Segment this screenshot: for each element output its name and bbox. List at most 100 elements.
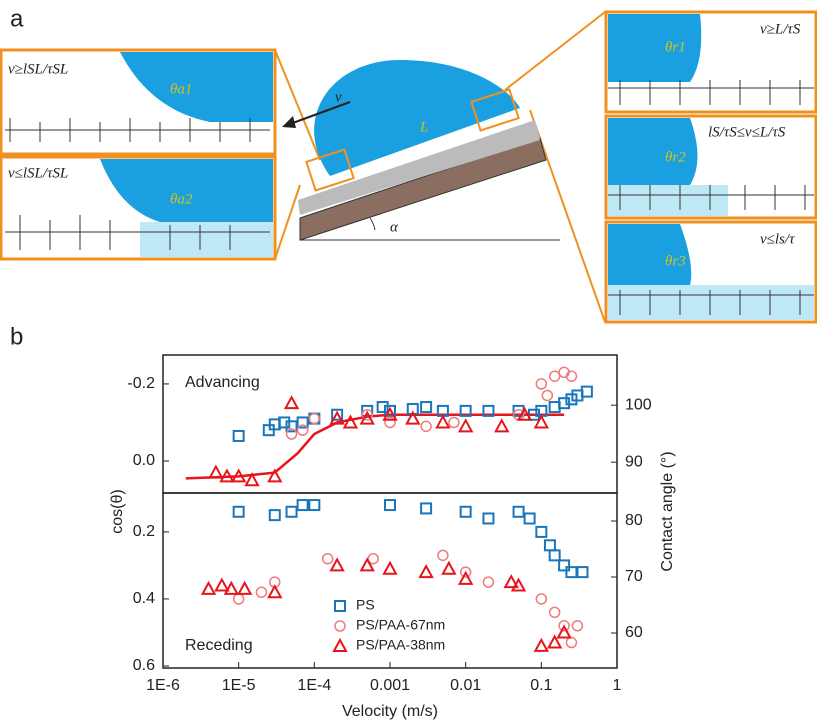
y2-tick-label: 80 (625, 512, 643, 529)
data-point (296, 499, 309, 512)
condition: v≤ls/τ (760, 231, 795, 247)
data-point (580, 385, 593, 398)
data-point (278, 416, 291, 429)
data-point (331, 408, 344, 421)
panel-label: b (10, 323, 23, 350)
data-point (230, 468, 247, 483)
angle-arc (369, 217, 376, 231)
data-point (268, 509, 281, 522)
velocity-label: ν (335, 89, 342, 105)
data-point (535, 593, 548, 605)
y-tick-label: 0.2 (133, 523, 155, 540)
droplet (120, 52, 273, 122)
legend-label: PS (356, 597, 375, 613)
y-tick-label: -0.2 (127, 375, 155, 392)
data-point (420, 401, 433, 414)
data-point (571, 620, 584, 632)
data-point (361, 404, 374, 417)
x-tick-label: 0.01 (450, 677, 481, 694)
y-tick-label: 0.4 (133, 590, 155, 607)
angle-label: θr2 (665, 149, 686, 165)
x-tick-label: 0.001 (370, 677, 410, 694)
data-point (200, 580, 217, 595)
y-tick-label: 0.0 (133, 452, 155, 469)
data-point (267, 468, 283, 483)
data-point (565, 566, 578, 579)
data-point (533, 637, 550, 652)
data-point (420, 502, 433, 515)
schematic: a b v≥lSL/τSL θa1 v≤lSL/τSL θa2 ν L α (0, 5, 817, 350)
data-point (219, 468, 235, 483)
data-point (482, 576, 495, 588)
data-point (384, 499, 396, 512)
y2-tick-label: 70 (625, 568, 643, 585)
x-tick-label: 1 (613, 677, 622, 694)
data-point (223, 580, 240, 595)
water-layer (608, 185, 728, 216)
condition: v≥lSL/τSL (8, 61, 68, 77)
data-point (548, 370, 561, 382)
chains (608, 290, 814, 315)
data-point (361, 408, 373, 421)
data-point (556, 624, 572, 639)
velocity-arrow (289, 101, 351, 125)
data-point (384, 416, 396, 429)
data-point (382, 560, 398, 575)
legend-label: PS/PAA-38nm (356, 637, 445, 653)
connector (274, 11, 606, 323)
data-point (535, 525, 548, 538)
data-point (528, 408, 541, 421)
zoom-frame (470, 88, 520, 132)
data-point (283, 395, 300, 410)
chains (5, 118, 270, 142)
droplet (608, 224, 692, 285)
droplet (608, 14, 702, 82)
angle-label: θa1 (170, 81, 192, 97)
data-point (533, 414, 550, 429)
angle-label: θr1 (665, 39, 686, 55)
droplet (314, 60, 520, 176)
data-point (459, 566, 472, 578)
length-label: L (419, 119, 428, 135)
data-point (435, 414, 451, 429)
legend-label: PS/PAA-67nm (356, 617, 445, 633)
data-point (441, 560, 457, 575)
zoom-frame (305, 148, 355, 192)
droplet (608, 118, 698, 185)
data-point (541, 389, 554, 402)
y2-tick-label: 90 (625, 453, 643, 470)
y2-tick-label: 100 (625, 396, 652, 413)
data-point (376, 401, 389, 414)
data-point (285, 505, 298, 518)
data-point (437, 549, 449, 562)
data-point (208, 464, 224, 479)
condition: v≥L/τS (760, 21, 801, 37)
data-point (329, 557, 345, 572)
droplet (100, 159, 273, 222)
data-point (232, 593, 245, 605)
tilt-label: α (390, 219, 399, 235)
data-point (512, 505, 525, 518)
x-axis-label: Velocity (m/s) (342, 703, 438, 720)
data-point (516, 406, 533, 421)
data-point (558, 559, 571, 572)
x-tick-label: 1E-5 (222, 677, 256, 694)
data-point (232, 429, 245, 442)
data-point (523, 512, 536, 525)
data-point (359, 557, 375, 572)
data-point (459, 404, 472, 417)
data-point (558, 397, 571, 410)
panel-label: a (10, 5, 24, 32)
data-point (503, 574, 519, 589)
data-point (405, 410, 421, 425)
data-point (576, 566, 589, 579)
data-point (296, 424, 309, 436)
data-point (510, 577, 527, 592)
data-point (565, 636, 578, 649)
data-point (448, 416, 460, 429)
data-point (457, 418, 474, 433)
data-point (329, 410, 345, 425)
data-point (494, 418, 510, 433)
data-point (308, 412, 321, 425)
